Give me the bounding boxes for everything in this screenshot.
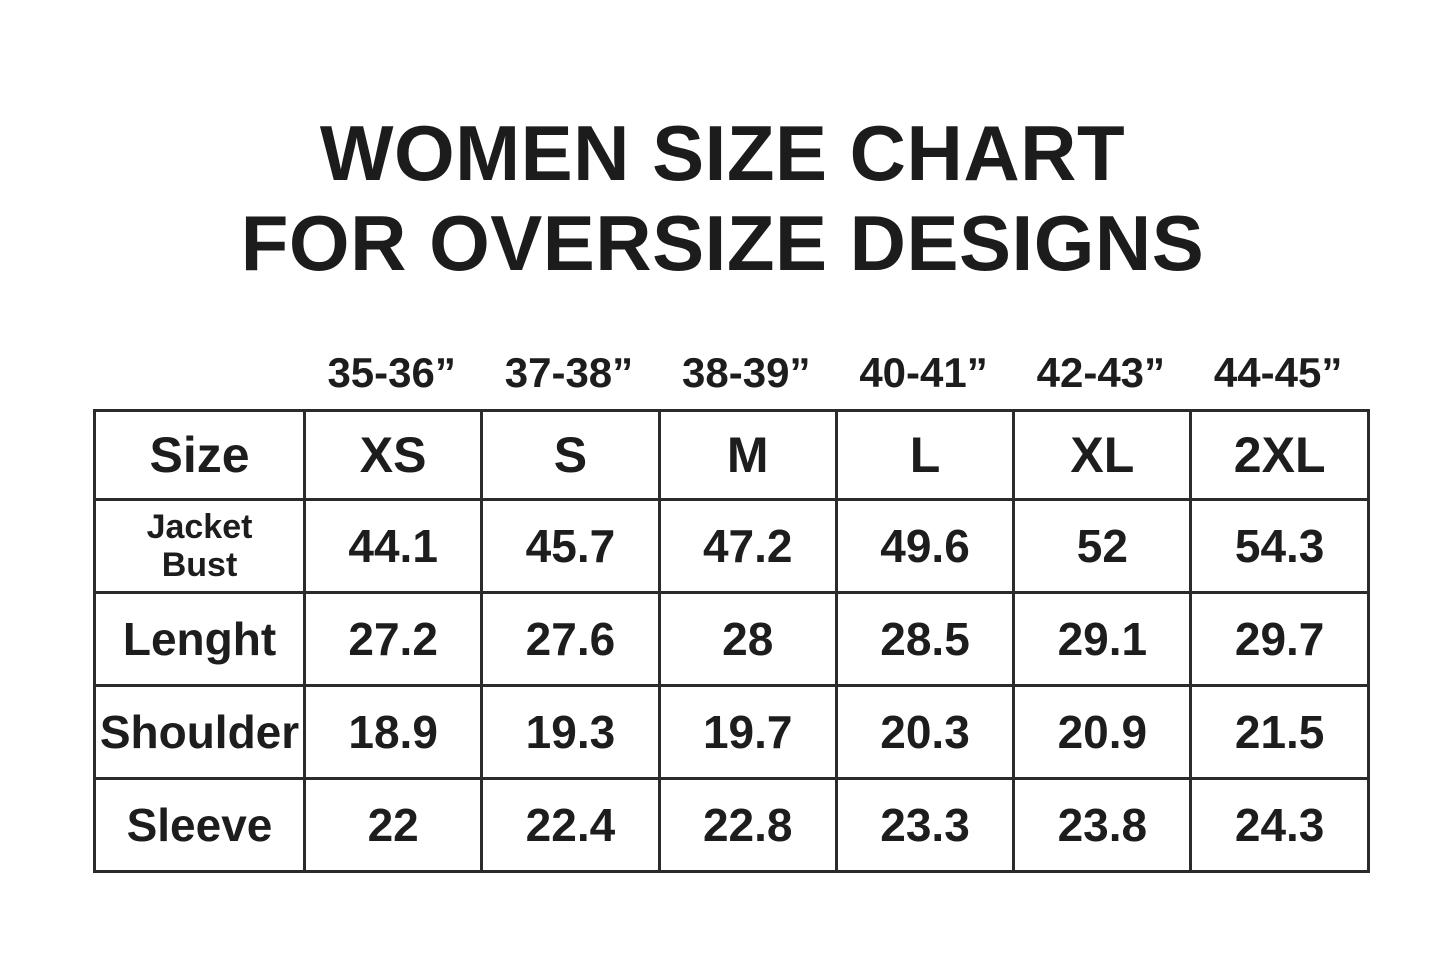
page-title-line-2: FOR OVERSIZE DESIGNS <box>240 199 1205 287</box>
size-table-area: 35-36” 37-38” 38-39” 40-41” 42-43” 44-45” Siz… <box>93 348 1370 873</box>
size-column-header: Size <box>93 409 306 501</box>
bust-measurement-label: 37-38” <box>504 349 634 396</box>
measurement-value: 19.7 <box>657 684 838 780</box>
measurement-value: 23.8 <box>1012 777 1193 873</box>
measurement-value: 19.3 <box>480 684 661 780</box>
measurement-value: 22 <box>302 777 484 873</box>
measurement-value: 22.8 <box>657 777 838 873</box>
bust-measurement-label: 42-43” <box>1036 349 1166 396</box>
bust-measurements-row: 35-36” 37-38” 38-39” 40-41” 42-43” 44-45” <box>93 348 1367 396</box>
row-label-jacket-bust: Jacket Bust <box>93 498 306 594</box>
size-header-cell: M <box>657 409 838 501</box>
size-table: Size XS S M L XL 2XL Jacket Bust 44.1 45.7 47.2 49.6… <box>93 409 1370 873</box>
row-label-sleeve: Sleeve <box>93 777 306 873</box>
measurement-value: 24.3 <box>1189 777 1370 873</box>
bust-measurement-label: 40-41” <box>859 349 988 396</box>
measurement-value: 52 <box>1012 498 1193 594</box>
measurement-value: 18.9 <box>302 684 484 780</box>
size-header-cell: S <box>480 409 661 501</box>
row-label-shoulder: Shoulder <box>93 684 306 780</box>
measurement-value: 28 <box>657 591 838 687</box>
table-header-row: Size XS S M L XL 2XL <box>93 409 1370 501</box>
measurement-value: 21.5 <box>1189 684 1370 780</box>
size-header-cell: L <box>834 409 1016 501</box>
row-label-line: Bust <box>161 546 238 584</box>
size-header-cell: XL <box>1012 409 1193 501</box>
measurement-value: 27.6 <box>480 591 661 687</box>
size-header-cell: 2XL <box>1189 409 1370 501</box>
measurement-value: 28.5 <box>834 591 1016 687</box>
row-label-lenght: Lenght <box>93 591 306 687</box>
bust-measurement-label: 44-45” <box>1213 349 1343 396</box>
bust-measurement-label: 35-36” <box>327 349 456 396</box>
measurement-value: 29.1 <box>1012 591 1193 687</box>
measurement-value: 47.2 <box>657 498 838 594</box>
measurement-value: 49.6 <box>834 498 1016 594</box>
row-label-line: Jacket <box>146 508 253 546</box>
measurement-value: 44.1 <box>302 498 484 594</box>
measurement-value: 22.4 <box>480 777 661 873</box>
table-row-lenght: Lenght 27.2 27.6 28 28.5 29.1 29.7 <box>93 591 1370 687</box>
page-title-line-1: WOMEN SIZE CHART <box>319 109 1126 197</box>
measurement-value: 20.3 <box>834 684 1016 780</box>
page-title: WOMEN SIZE CHART FOR OVERSIZE DESIGNS <box>0 108 1445 288</box>
measurement-value: 27.2 <box>302 591 484 687</box>
measurement-value: 20.9 <box>1012 684 1193 780</box>
measurement-value: 54.3 <box>1189 498 1370 594</box>
table-row-sleeve: Sleeve 22 22.4 22.8 23.3 23.8 24.3 <box>93 777 1370 873</box>
measurement-value: 45.7 <box>480 498 661 594</box>
table-row-shoulder: Shoulder 18.9 19.3 19.7 20.3 20.9 21.5 <box>93 684 1370 780</box>
measurement-value: 29.7 <box>1189 591 1370 687</box>
bust-measurement-label: 38-39” <box>682 349 811 396</box>
size-header-cell: XS <box>302 409 484 501</box>
table-row-jacket-bust: Jacket Bust 44.1 45.7 47.2 49.6 52 54.3 <box>93 498 1370 594</box>
measurement-value: 23.3 <box>834 777 1016 873</box>
